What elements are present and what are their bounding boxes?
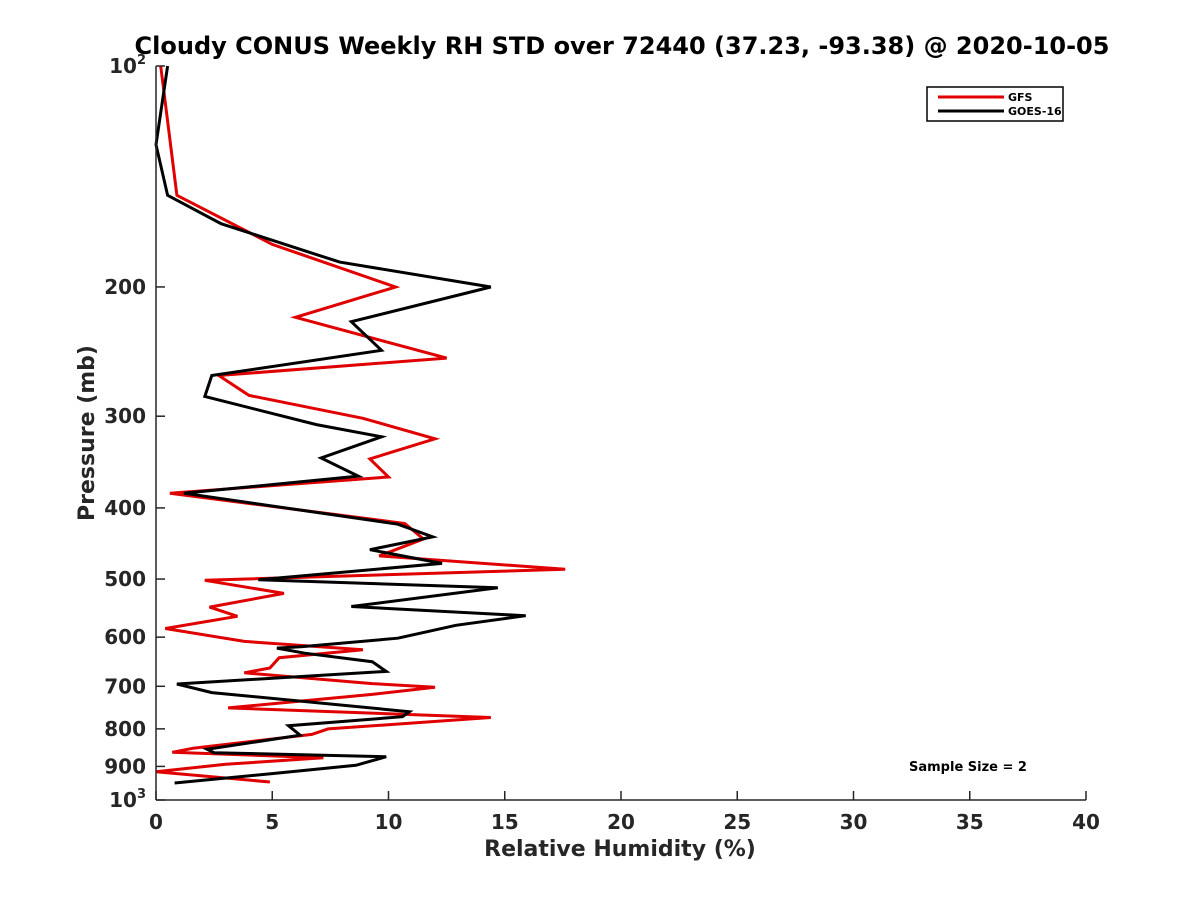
y-axis-label: Pressure (mb) [75,345,100,521]
sample-size-annotation: Sample Size = 2 [909,760,1027,775]
x-tick-label: 20 [607,810,635,834]
y-tick-label: 200 [104,275,146,299]
y-tick-label: 500 [104,567,146,591]
x-tick-label: 0 [149,810,163,834]
legend-label: GFS [1008,91,1033,104]
legend-box [926,86,1064,122]
y-tick-label: 400 [104,496,146,520]
x-tick-label: 40 [1072,810,1100,834]
y-tick-label: 300 [104,404,146,428]
legend-label: GOES-16 [1008,105,1062,118]
y-tick-label: 700 [104,674,146,698]
series-line-goes-16 [154,65,526,785]
x-axis-label: Relative Humidity (%) [484,837,756,862]
x-ticks: 0 5 10 15 20 25 30 35 40 [149,791,1100,834]
chart-title: Cloudy CONUS Weekly RH STD over 72440 (3… [135,32,1110,60]
y-tick-label: 103 [109,787,146,812]
x-tick-label: 10 [375,810,403,834]
y-tick-label: 102 [109,53,146,78]
x-tick-label: 15 [491,810,519,834]
series-layer [154,65,566,785]
x-tick-label: 35 [956,810,984,834]
y-tick-label: 600 [104,625,146,649]
x-tick-label: 25 [723,810,751,834]
x-tick-label: 30 [840,810,868,834]
y-tick-label: 800 [104,717,146,741]
y-ticks: 102 200 300 400 500 600 700 800 900 103 [104,53,165,812]
series-line-gfs [155,65,566,784]
y-tick-label: 900 [104,754,146,778]
x-tick-label: 5 [265,810,279,834]
